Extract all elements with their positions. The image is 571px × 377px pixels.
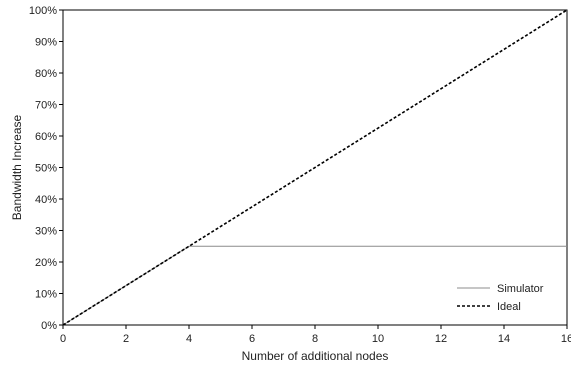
y-tick-label: 50% [35,163,57,175]
y-tick-label: 30% [35,226,57,238]
x-tick-label: 8 [312,333,318,345]
x-tick-label: 16 [561,333,571,345]
y-tick-label: 0% [41,320,57,332]
x-axis-ticks: 0 2 4 6 8 10 12 14 16 [60,325,571,345]
series-layer [62,9,568,326]
y-axis-title: Bandwidth Increase [10,114,24,220]
y-tick-label: 70% [35,100,57,112]
legend: Simulator Ideal [457,283,544,313]
y-tick-label: 80% [35,68,57,80]
x-tick-label: 14 [498,333,510,345]
y-tick-label: 20% [35,257,57,269]
y-tick-label: 10% [35,289,57,301]
x-tick-label: 12 [435,333,447,345]
series-line-ideal [62,9,568,326]
x-tick-label: 2 [123,333,129,345]
y-tick-label: 100% [29,5,57,17]
y-tick-label: 90% [35,37,57,49]
x-tick-label: 6 [249,333,255,345]
series-line-simulator [62,245,567,326]
y-tick-label: 40% [35,194,57,206]
x-tick-label: 4 [186,333,192,345]
x-tick-label: 0 [60,333,66,345]
y-tick-label: 60% [35,131,57,143]
x-tick-label: 10 [372,333,384,345]
legend-label-simulator: Simulator [497,283,544,295]
legend-label-ideal: Ideal [497,301,521,313]
x-axis-title: Number of additional nodes [242,349,389,363]
y-axis-ticks: 0% 10% 20% 30% 40% 50% 60% 70% 80% 90% 100% [29,5,63,332]
